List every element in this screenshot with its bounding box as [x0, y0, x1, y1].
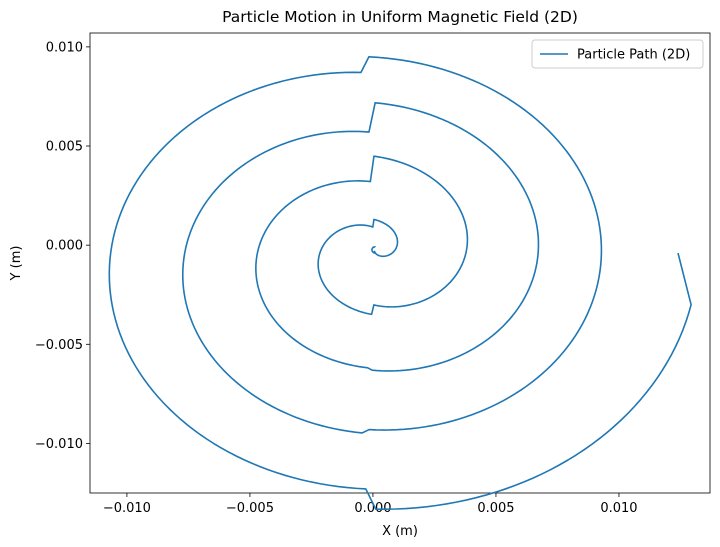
legend: Particle Path (2D) [531, 39, 704, 69]
y-tick-label: −0.005 [35, 338, 83, 353]
y-tick-label: 0.010 [46, 40, 83, 55]
y-tick-label: −0.010 [35, 437, 83, 452]
legend-label: Particle Path (2D) [577, 48, 690, 63]
plot-area [89, 32, 711, 494]
x-tick-label: 0.005 [477, 501, 514, 516]
x-axis: −0.010 −0.005 0.000 0.005 0.010 [103, 493, 638, 516]
x-tick-label: 0.000 [354, 501, 391, 516]
y-axis: −0.010 −0.005 0.000 0.005 0.010 [35, 40, 90, 452]
y-axis-title: Y (m) [9, 246, 24, 282]
chart-title: Particle Motion in Uniform Magnetic Fiel… [222, 8, 578, 26]
x-axis-title: X (m) [382, 524, 418, 539]
x-tick-label: −0.005 [226, 501, 274, 516]
y-tick-label: 0.000 [46, 239, 83, 254]
x-tick-label: 0.010 [600, 501, 637, 516]
y-tick-label: 0.005 [46, 140, 83, 155]
series-line-particle-path [108, 56, 692, 510]
x-tick-label: −0.010 [103, 501, 151, 516]
legend-box [531, 39, 704, 69]
